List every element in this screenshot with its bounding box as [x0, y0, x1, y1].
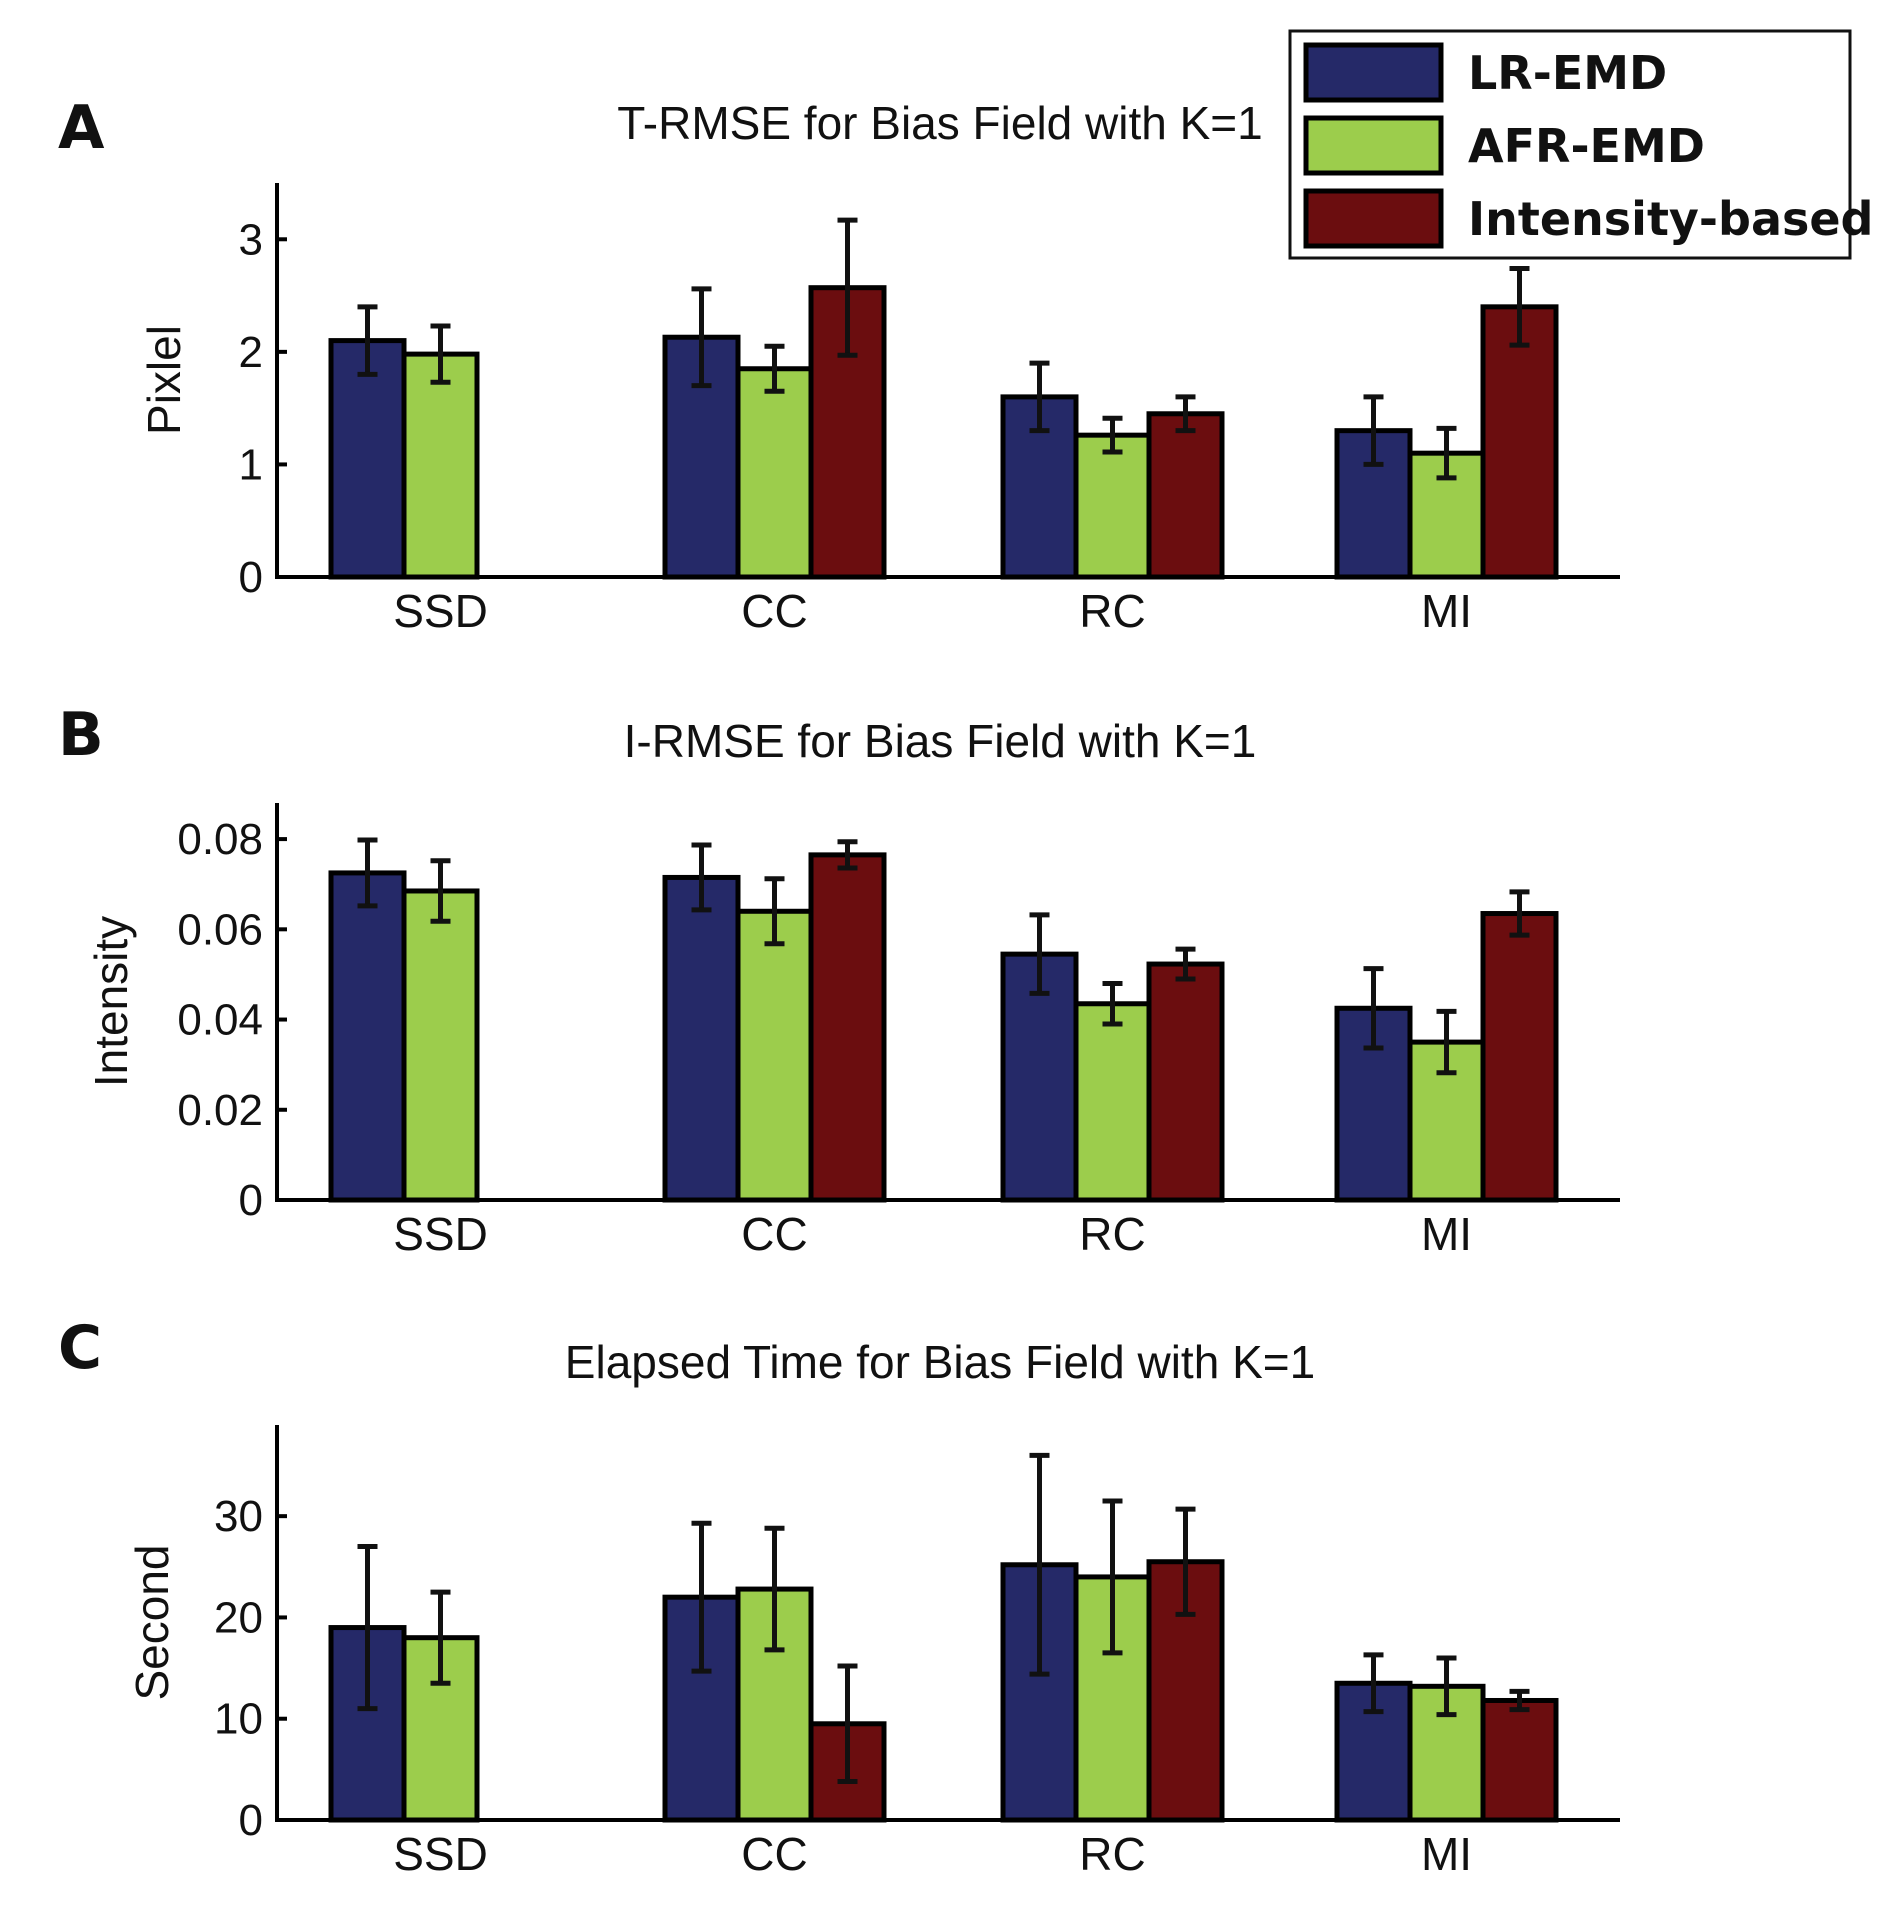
- error-bar-lr-emd-ssd: [357, 837, 378, 909]
- error-bar-lr-emd-mi: [1363, 966, 1384, 1051]
- y-tick-label: 0.02: [177, 1086, 263, 1135]
- error-bar-afr-emd-ssd: [430, 1589, 451, 1686]
- error-bar-lr-emd-ssd: [357, 304, 378, 377]
- legend-swatch-intensity-based: [1303, 188, 1444, 249]
- error-bar-lr-emd-rc: [1029, 912, 1050, 996]
- x-tick-label-mi: MI: [1421, 1828, 1472, 1880]
- y-tick-label: 3: [239, 215, 263, 264]
- x-tick-label-rc: RC: [1079, 1208, 1145, 1260]
- error-bar-afr-emd-rc: [1102, 1498, 1123, 1656]
- y-tick-label: 0.06: [177, 905, 263, 954]
- bar-intensity-based-rc: [1146, 411, 1225, 580]
- error-bar-lr-emd-rc: [1029, 360, 1050, 434]
- bar-intensity-based-rc: [1146, 961, 1225, 1203]
- chart-title: Elapsed Time for Bias Field with K=1: [565, 1336, 1315, 1388]
- legend-label-afr-emd: AFR-EMD: [1468, 119, 1705, 173]
- error-bar-intensity-based-mi: [1509, 889, 1530, 938]
- error-bar-intensity-based-rc: [1175, 946, 1196, 982]
- x-tick-label-cc: CC: [741, 1208, 807, 1260]
- error-bar-intensity-based-rc: [1175, 1506, 1196, 1617]
- chart-panel-b: B I-RMSE for Bias Field with K=1 Intensity…: [58, 700, 1620, 1260]
- error-bar-lr-emd-mi: [1363, 394, 1384, 467]
- chart-title: I-RMSE for Bias Field with K=1: [624, 715, 1257, 767]
- y-axis-label: Second: [126, 1544, 178, 1700]
- y-tick-label: 10: [214, 1695, 263, 1744]
- error-bar-afr-emd-mi: [1436, 1008, 1457, 1076]
- bar-lr-emd-cc: [662, 874, 741, 1203]
- error-bar-afr-emd-mi: [1436, 425, 1457, 481]
- y-tick-label: 20: [214, 1593, 263, 1642]
- legend-swatch-lr-emd: [1303, 42, 1444, 103]
- error-bar-afr-emd-rc: [1102, 980, 1123, 1027]
- y-tick-label: 0: [239, 1796, 263, 1845]
- error-bar-intensity-based-cc: [837, 1663, 858, 1785]
- x-tick-label-cc: CC: [741, 1828, 807, 1880]
- bar-afr-emd-cc: [735, 908, 814, 1203]
- y-tick-label: 0: [239, 1176, 263, 1225]
- error-bar-lr-emd-rc: [1029, 1452, 1050, 1677]
- bar-afr-emd-rc: [1073, 1001, 1152, 1203]
- y-tick-label: 1: [239, 440, 263, 489]
- y-tick-label: 30: [214, 1492, 263, 1541]
- bar-intensity-based-mi: [1480, 1697, 1559, 1823]
- bar-intensity-based-cc: [808, 852, 887, 1203]
- error-bar-lr-emd-ssd: [357, 1544, 378, 1712]
- x-tick-label-cc: CC: [741, 585, 807, 637]
- x-tick-label-mi: MI: [1421, 1208, 1472, 1260]
- x-tick-label-ssd: SSD: [393, 585, 488, 637]
- error-bar-intensity-based-cc: [837, 839, 858, 871]
- y-tick-label: 0.08: [177, 815, 263, 864]
- bar-afr-emd-rc: [1073, 432, 1152, 580]
- legend-swatch-afr-emd: [1303, 115, 1444, 176]
- chart-panel-a: A T-RMSE for Bias Field with K=1 Pixlel 0 1 2…: [58, 93, 1620, 637]
- y-tick-label: 2: [239, 328, 263, 377]
- bar-lr-emd-ssd: [328, 870, 407, 1203]
- bar-afr-emd-ssd: [401, 351, 480, 580]
- error-bar-afr-emd-mi: [1436, 1655, 1457, 1718]
- y-axis-label: Intensity: [85, 916, 137, 1087]
- error-bar-intensity-based-mi: [1509, 266, 1530, 348]
- x-tick-label-rc: RC: [1079, 1828, 1145, 1880]
- error-bar-afr-emd-ssd: [430, 323, 451, 385]
- error-bar-afr-emd-cc: [764, 343, 785, 394]
- y-tick-label: 0.04: [177, 996, 263, 1045]
- error-bar-intensity-based-cc: [837, 217, 858, 358]
- x-tick-label-ssd: SSD: [393, 1208, 488, 1260]
- x-tick-label-rc: RC: [1079, 585, 1145, 637]
- error-bar-afr-emd-cc: [764, 876, 785, 947]
- bar-intensity-based-mi: [1480, 911, 1559, 1203]
- y-tick-label: 0: [239, 553, 263, 602]
- error-bar-lr-emd-cc: [691, 286, 712, 389]
- legend: LR-EMD AFR-EMD Intensity-based: [1288, 29, 1874, 260]
- bar-afr-emd-ssd: [401, 888, 480, 1203]
- chart-title: T-RMSE for Bias Field with K=1: [617, 97, 1262, 149]
- bar-intensity-based-mi: [1480, 304, 1559, 580]
- bar-afr-emd-cc: [735, 366, 814, 580]
- panel-letter: C: [58, 1313, 102, 1383]
- error-bar-afr-emd-cc: [764, 1525, 785, 1653]
- legend-label-intensity-based: Intensity-based: [1468, 192, 1874, 246]
- chart-panel-c: C Elapsed Time for Bias Field with K=1 Sec…: [58, 1313, 1620, 1880]
- x-tick-label-ssd: SSD: [393, 1828, 488, 1880]
- panel-letter: A: [58, 93, 105, 163]
- y-axis-label: Pixlel: [138, 325, 190, 435]
- error-bar-afr-emd-rc: [1102, 415, 1123, 455]
- error-bar-intensity-based-mi: [1509, 1688, 1530, 1713]
- x-tick-label-mi: MI: [1421, 585, 1472, 637]
- legend-label-lr-emd: LR-EMD: [1468, 46, 1667, 100]
- error-bar-intensity-based-rc: [1175, 394, 1196, 434]
- error-bar-lr-emd-cc: [691, 1520, 712, 1674]
- error-bar-lr-emd-cc: [691, 842, 712, 913]
- error-bar-afr-emd-ssd: [430, 858, 451, 924]
- panel-letter: B: [58, 700, 104, 770]
- error-bar-lr-emd-mi: [1363, 1652, 1384, 1715]
